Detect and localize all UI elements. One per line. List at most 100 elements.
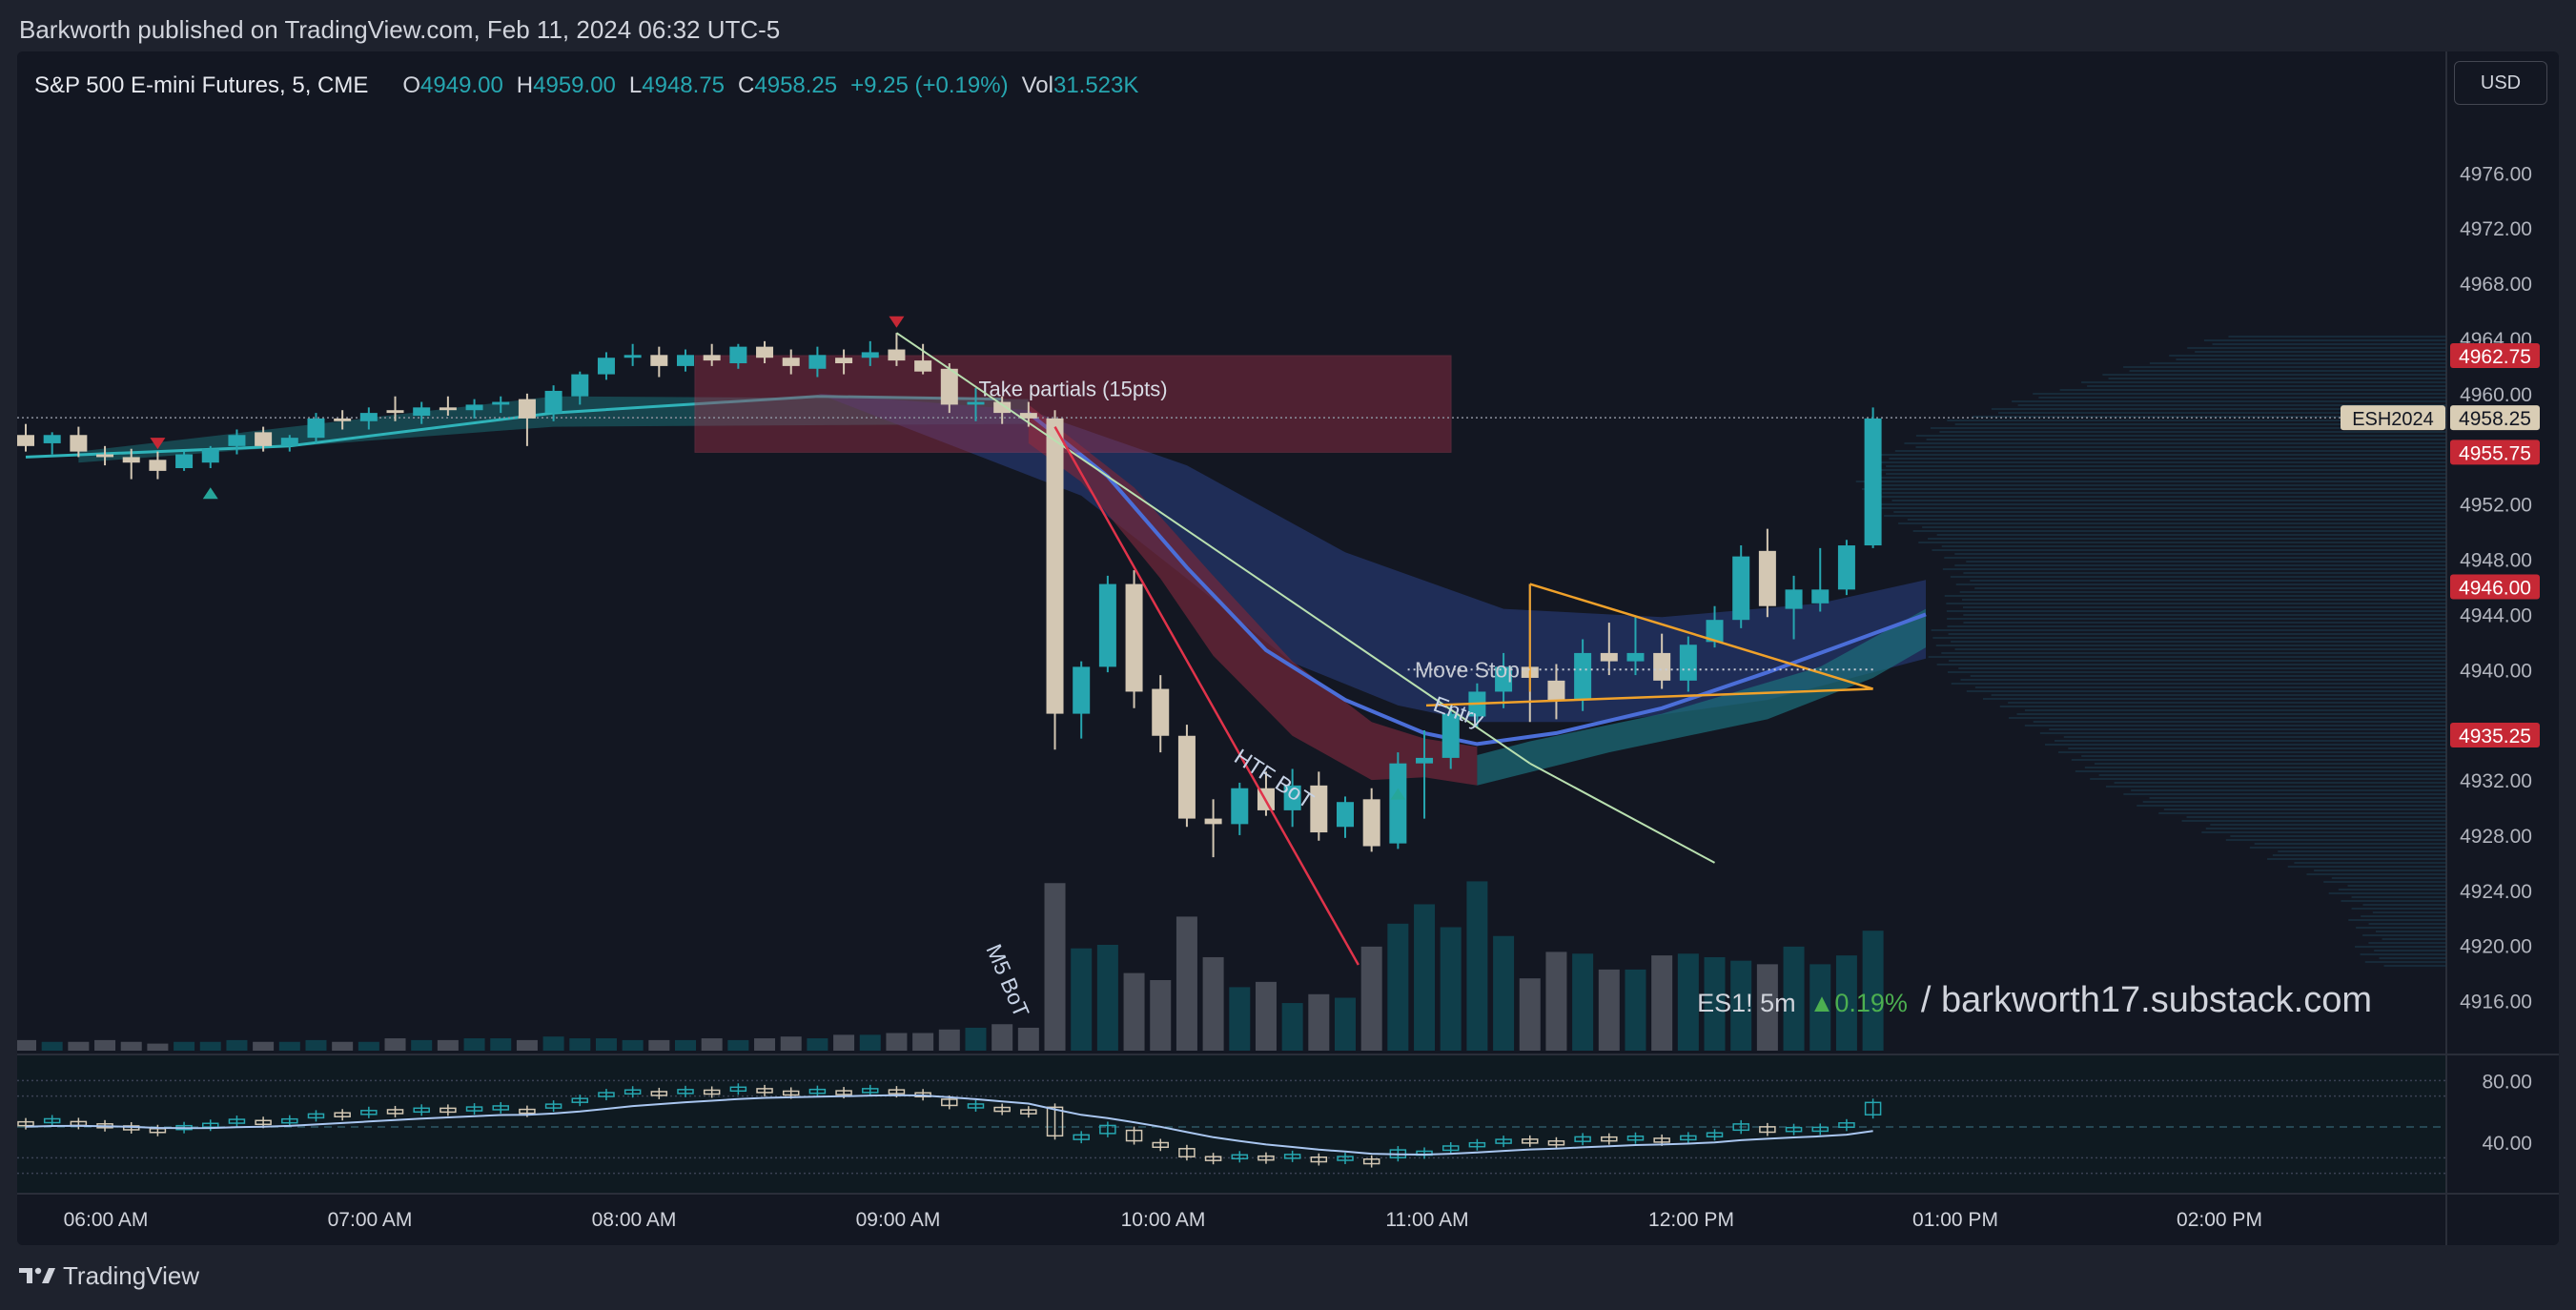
volume-profile-bar xyxy=(2169,355,2446,357)
volume-profile-bar xyxy=(2063,736,2446,738)
volume-profile-bar xyxy=(1935,645,2446,646)
volume-bar xyxy=(1440,927,1462,1051)
take-partials-label: Take partials (15pts) xyxy=(978,378,1167,401)
volume-profile-bar xyxy=(1891,500,2446,501)
candle-body xyxy=(334,418,352,421)
oscillator-candle xyxy=(782,1090,800,1096)
oscillator-candle xyxy=(1441,1145,1460,1152)
price-axis-label: 4952.00 xyxy=(2460,495,2532,517)
oscillator-candle xyxy=(993,1106,1011,1113)
volume-profile-bar xyxy=(2123,793,2446,795)
volume-profile-bar xyxy=(1954,648,2446,650)
oscillator-candle xyxy=(492,1105,509,1111)
volume-profile-bar xyxy=(1882,492,2446,494)
oscillator-candle xyxy=(598,1092,615,1097)
price-axis-label: 4928.00 xyxy=(2460,826,2532,848)
volume-bar xyxy=(305,1039,327,1051)
volume-profile-bar xyxy=(1904,442,2446,444)
volume-profile-bar xyxy=(1918,542,2446,543)
volume-bar xyxy=(253,1041,275,1051)
volume-profile-bar xyxy=(1958,667,2446,669)
volume-profile-bar xyxy=(1959,591,2446,593)
swing-high-marker xyxy=(150,438,166,450)
publish-header: Barkworth published on TradingView.com, … xyxy=(0,0,2576,51)
close-label: C xyxy=(738,72,755,98)
volume-profile-bar xyxy=(1949,660,2446,662)
volume-bar xyxy=(595,1038,617,1051)
symbol-title[interactable]: S&P 500 E-mini Futures, 5, CME xyxy=(34,72,369,98)
volume-profile-bar xyxy=(2008,702,2446,704)
price-axis-label: 4960.00 xyxy=(2460,384,2532,406)
oscillator-candle xyxy=(1785,1126,1803,1133)
candle-body xyxy=(1706,620,1724,643)
oscillator-candle xyxy=(571,1097,589,1103)
volume-profile-bar xyxy=(2059,389,2446,391)
price-tag xyxy=(2450,405,2540,431)
oscillator-candle xyxy=(1337,1156,1354,1161)
price-axis: 4916.00 4920.00 4924.00 4928.00 4932.00 4940.… xyxy=(2341,163,2540,1155)
volume-profile-bar xyxy=(1991,408,2446,410)
volume-profile-bar xyxy=(2016,713,2446,715)
volume-profile-bar xyxy=(2212,343,2446,345)
htf-bot-line xyxy=(895,332,1531,765)
volume-bar xyxy=(780,1036,802,1051)
price-tag xyxy=(2450,440,2540,465)
volume-profile-bar xyxy=(2054,740,2446,742)
swing-low-marker xyxy=(1390,788,1406,800)
price-axis-label: 4944.00 xyxy=(2460,604,2532,626)
candle-body xyxy=(993,401,1012,414)
tradingview-brand[interactable]: TradingView xyxy=(19,1259,199,1293)
volume-bar xyxy=(569,1038,591,1051)
volume-profile-bar xyxy=(1999,706,2446,707)
candle-body xyxy=(1811,589,1830,604)
volume-profile-bar xyxy=(2355,946,2446,948)
oscillator-candle xyxy=(1073,1134,1090,1140)
volume-profile-bar xyxy=(1907,519,2446,521)
volume-profile-bar xyxy=(2187,347,2446,349)
volume-bar xyxy=(437,1039,459,1051)
volume-bar xyxy=(1545,952,1567,1051)
time-axis-label: 10:00 AM xyxy=(1121,1209,1206,1231)
volume-bar xyxy=(1387,923,1409,1051)
oscillator-candle xyxy=(440,1107,457,1114)
volume-profile-bar xyxy=(2136,805,2446,807)
time-axis-label: 12:00 PM xyxy=(1648,1209,1734,1231)
volume-profile-bar xyxy=(2108,378,2446,379)
volume-profile-bar xyxy=(2338,889,2446,890)
oscillator-candle xyxy=(835,1090,852,1095)
volume-profile-bar xyxy=(1932,549,2446,551)
candle-body xyxy=(280,438,298,446)
volume-bar xyxy=(1202,956,1224,1051)
volume-bar xyxy=(1123,972,1145,1051)
oscillator-candle xyxy=(281,1117,298,1124)
oscillator-candle xyxy=(1601,1136,1618,1142)
volume-bar xyxy=(1044,883,1066,1051)
candle-body xyxy=(835,358,853,364)
volume-profile-bar xyxy=(2033,721,2446,723)
volume-profile-bar xyxy=(2176,358,2446,360)
volume-profile-bar xyxy=(1947,420,2446,421)
volume-profile-bar xyxy=(2131,789,2446,791)
volume-profile-bar xyxy=(1954,564,2446,566)
oscillator-candle xyxy=(1680,1135,1697,1141)
volume-profile-bar xyxy=(1991,694,2446,696)
oscillator-candle xyxy=(967,1103,985,1109)
currency-button[interactable]: USD xyxy=(2454,61,2547,105)
oscillator-candle xyxy=(1204,1156,1222,1161)
oscillator-candle xyxy=(1547,1140,1565,1146)
time-axis-label: 01:00 PM xyxy=(1912,1209,1998,1231)
volume-bar xyxy=(384,1038,406,1051)
volume-profile-bar xyxy=(1932,637,2446,639)
high-label: H xyxy=(516,72,534,98)
chart-pane[interactable]: Take partials (15pts) Move Stop Entry HTF B… xyxy=(17,51,2559,1245)
volume-profile-bar xyxy=(2351,896,2446,898)
volume-profile-bar xyxy=(1963,614,2446,616)
candle-body xyxy=(122,457,140,463)
volume-profile-bar xyxy=(2123,366,2446,368)
candle-body xyxy=(1732,556,1750,621)
volume-profile-bar xyxy=(1970,675,2446,677)
volume-profile-bar xyxy=(2149,362,2446,364)
watermark-site: / barkworth17.substack.com xyxy=(1920,980,2372,1020)
chart-watermark: ES1! 5m ▲0.19% / barkworth17.substack.co… xyxy=(1697,980,2372,1021)
